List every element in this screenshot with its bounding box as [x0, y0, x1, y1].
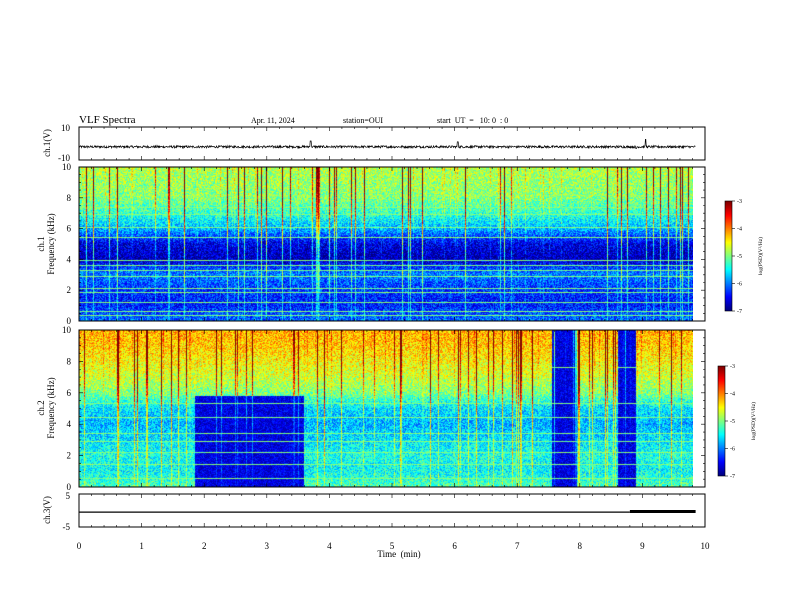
ch1-ytick-top: 10 [61, 123, 71, 133]
ch1-frequency-tick-label: 6 [67, 224, 72, 234]
colorbar-tick-label: -5 [737, 254, 742, 260]
ch1-spectrogram-ylabel-channel: ch.1 [36, 236, 46, 251]
ch1-frequency-tick-label: 0 [67, 316, 72, 326]
colorbar-tick-label: -5 [730, 419, 735, 425]
time-tick-label: 0 [77, 541, 82, 551]
time-tick-label: 4 [327, 541, 332, 551]
ch2-frequency-tick-label: 0 [67, 482, 72, 492]
colorbar-tick-label: -7 [737, 309, 742, 315]
time-tick-label: 9 [640, 541, 645, 551]
ch2-frequency-tick-label: 4 [67, 419, 72, 429]
time-tick-marks [78, 127, 706, 527]
header-start-time: start UT = 10: 0 : 0 [437, 116, 508, 125]
figure-title: VLF Spectra [79, 114, 136, 126]
ch2-colorbar: -3 -4 -5 -6 -7 log(PSD)(V²/Hz) [717, 364, 757, 480]
ch3-ytick-top: 5 [66, 491, 71, 501]
ch1-frequency-tick-marks [79, 166, 705, 322]
ch1-ytick-bottom: -10 [58, 153, 70, 163]
colorbar-tick-label: -3 [737, 199, 742, 205]
frame-ticks [78, 127, 706, 527]
ch2-colorbar-label: log(PSD)(V²/Hz) [750, 402, 757, 440]
time-tick-label: 5 [390, 541, 395, 551]
ch3-waveform-frame [78, 493, 706, 528]
ch1-colorbar-label: log(PSD)(V²/Hz) [757, 237, 764, 275]
time-tick-label: 8 [578, 541, 583, 551]
ch1-frequency-tick-label: 10 [62, 162, 72, 172]
ch1-waveform-trace [78, 139, 696, 150]
time-axis: 0 1 2 3 4 5 6 7 8 9 10 [77, 541, 710, 551]
ch1-spectrogram-ylabel-frequency: Frequency (kHz) [46, 213, 56, 274]
header-station: station=OUI [343, 116, 383, 125]
time-tick-label: 6 [452, 541, 457, 551]
ch2-spectrogram-image [79, 330, 693, 487]
ch2-frequency-tick-marks [79, 329, 705, 488]
ch1-frequency-tick-label: 2 [67, 285, 72, 295]
ch2-frequency-tick-label: 6 [67, 388, 72, 398]
time-tick-label: 7 [515, 541, 520, 551]
colorbar-tick-label: -4 [737, 227, 742, 233]
ch2-colorbar-gradient [718, 366, 725, 476]
ch3-waveform-ylabel: ch.3(V) [42, 496, 52, 524]
ch2-spectrogram-ylabel-channel: ch.2 [36, 400, 46, 415]
time-tick-label: 10 [701, 541, 711, 551]
ch1-frequency-tick-label: 8 [67, 193, 72, 203]
ch2-spectrogram-panel: 0 2 4 6 8 10 ch.2 Frequency (kHz) [36, 325, 706, 492]
colorbar-tick-label: -3 [730, 364, 735, 370]
colorbar-tick-label: -6 [730, 447, 735, 453]
time-axis-label: Time (min) [377, 549, 420, 559]
colorbar-tick-label: -6 [737, 282, 742, 288]
ch1-spectrogram-panel: 0 2 4 6 8 10 ch.1 Frequency (kHz) [36, 162, 706, 326]
ch1-colorbar: -3 -4 -5 -6 -7 log(PSD)(V²/Hz) [724, 199, 764, 315]
ch3-ytick-bottom: -5 [63, 522, 71, 532]
colorbar-tick-label: -7 [730, 474, 735, 480]
ch2-frequency-tick-label: 8 [67, 356, 72, 366]
ch2-frequency-tick-label: 10 [62, 325, 72, 335]
header-date: Apr. 11, 2024 [251, 116, 295, 125]
colorbar-tick-label: -4 [730, 392, 735, 398]
time-tick-label: 3 [265, 541, 270, 551]
ch2-frequency-tick-label: 2 [67, 451, 72, 461]
ch2-spectrogram-ylabel-frequency: Frequency (kHz) [46, 377, 56, 438]
ch1-waveform-frame [78, 126, 706, 161]
ch1-frequency-tick-label: 4 [67, 254, 72, 264]
time-tick-label: 1 [139, 541, 144, 551]
ch1-waveform-ylabel: ch.1(V) [42, 129, 52, 157]
ch1-colorbar-gradient [725, 201, 732, 311]
time-tick-label: 2 [202, 541, 207, 551]
ch1-spectrogram-image [79, 167, 693, 321]
